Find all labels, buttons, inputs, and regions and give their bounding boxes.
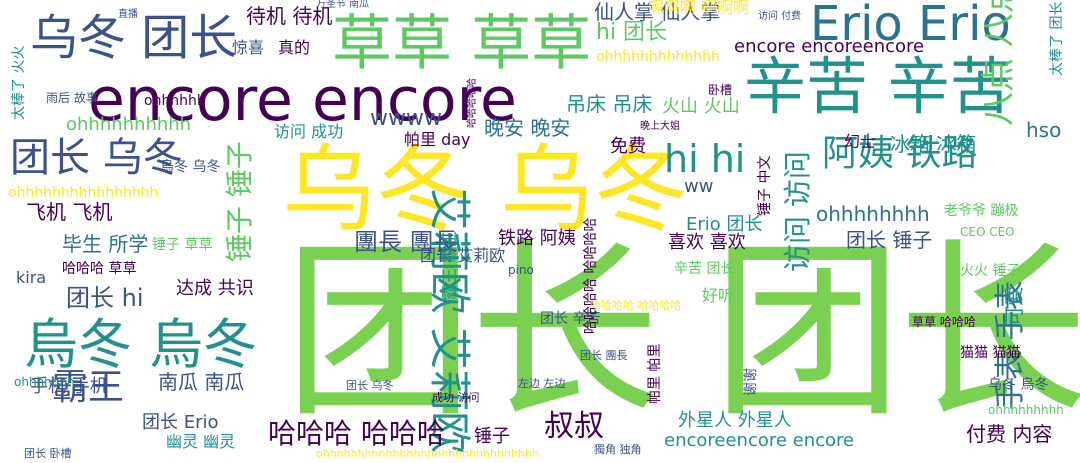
word: 乌冬 烏冬	[988, 377, 1049, 393]
word: 幽灵 幽灵	[166, 432, 236, 451]
word: 成功 访问	[432, 391, 480, 404]
word: 待机 待机	[246, 4, 333, 28]
word: 达成 共识	[176, 278, 254, 299]
word: ohhhhhhhhhhhhh	[596, 49, 720, 65]
word: Erio 团长	[686, 214, 763, 235]
word: 乌冬 团长	[30, 10, 238, 66]
word: 左边 左边	[518, 377, 566, 390]
word: 可爱	[1002, 286, 1026, 326]
word: Erio Erio	[810, 0, 1011, 52]
word: 外星人 外星人	[678, 410, 792, 431]
word: 好听	[702, 286, 735, 305]
word: 哈哈哈哈 哈哈哈哈	[583, 217, 599, 334]
word: 哈哈哈哈 哈哈哈哈	[590, 299, 682, 312]
word: 卧槽	[708, 83, 733, 97]
word: 锤子 锤子	[223, 141, 256, 262]
word: 吊床 吊床	[566, 92, 653, 116]
word: 草草 哈哈哈	[912, 315, 976, 329]
word: ohhhhhhh	[14, 375, 75, 389]
word: 团长 乌冬	[346, 379, 394, 392]
word: 飞机 飞机	[26, 200, 113, 224]
word: 访问 访问	[781, 151, 814, 272]
word: 访问 付费	[758, 11, 802, 22]
word: 霸王 霸王	[440, 230, 459, 300]
word: 幻士	[844, 132, 877, 151]
word: 仙人掌 仙人掌	[594, 0, 721, 24]
word: 霸王	[52, 367, 125, 408]
word: 铁路 阿姨	[498, 228, 576, 249]
word: 万圣节 南瓜	[316, 0, 370, 10]
word: 團長 團長	[354, 228, 458, 256]
word: 哈哈哈 草草	[62, 261, 137, 277]
word: 辛苦 辛苦	[744, 50, 1012, 123]
word: ohhhhhhhhhhhhhhhhhhhhhhhhhhhhhhh	[316, 447, 539, 460]
word: encore encore	[88, 65, 517, 135]
word: kira	[16, 268, 47, 287]
word: 南瓜 南瓜	[158, 370, 245, 394]
word: 锤子 草草	[152, 237, 213, 253]
word: 帕里 帕里	[647, 343, 663, 404]
word: hso	[1026, 118, 1062, 142]
word: 免费	[610, 136, 646, 157]
word: CEO CEO	[960, 225, 1015, 239]
word: pino	[508, 263, 534, 277]
word: 团长 hi	[66, 284, 144, 312]
word: 直播	[118, 9, 138, 20]
word: 喜欢 喜欢	[668, 232, 746, 253]
word: 太棒了 团长	[1049, 1, 1065, 76]
word: 老爷爷 蹦极	[944, 203, 1019, 219]
word: 锤子 中文	[757, 155, 773, 216]
word: 啊啊啊 啊啊啊	[648, 0, 750, 17]
word: ohhhhhhhh	[816, 202, 930, 226]
word: 火山 火山	[662, 96, 740, 117]
word: 团长 乌冬	[10, 135, 183, 181]
word: ohhhhhhhhhh	[66, 114, 192, 135]
word: encoreencore encore	[664, 430, 855, 451]
word: ohhhhhhhhhhhhhhhh	[8, 185, 159, 201]
word: 团长 團長	[580, 349, 628, 362]
word: wwww	[370, 106, 442, 131]
word: 草草 草草	[332, 9, 592, 79]
word: 晚安 晚安	[484, 116, 571, 140]
word: 獨角 独角	[594, 443, 642, 456]
word: hi 团长	[596, 20, 668, 45]
word: 锤子	[474, 426, 510, 447]
word: 真的	[278, 38, 311, 57]
word: 晚上大姐	[640, 121, 680, 132]
word: 团长 辛苦	[540, 311, 601, 327]
word: 帕里 day	[404, 130, 471, 149]
word: 谢谢	[743, 368, 759, 396]
word: 冰箱 冰箱	[890, 132, 977, 156]
word: 八点 八点	[979, 0, 1019, 126]
word: 太棒了 火火	[11, 45, 27, 120]
word: 团长 团长	[284, 222, 1080, 443]
word: encore encoreencore	[734, 36, 925, 57]
word: ww	[684, 176, 714, 197]
word: 团长 卧槽	[24, 447, 72, 460]
word: 哈哈哈 哈哈哈	[268, 417, 445, 450]
word: 哈哈哈哈哈	[467, 78, 478, 128]
word: 阿姨 铁路	[822, 133, 978, 174]
word: ohhhhhhhhh	[988, 403, 1064, 417]
word: 烏冬 烏冬	[24, 313, 258, 376]
word: 辛苦 团长	[674, 261, 735, 277]
word: 火火 锤子	[960, 263, 1021, 279]
word: 乌冬 乌冬	[282, 136, 688, 245]
word: 毕生 所学	[62, 232, 149, 256]
word: hi hi	[664, 137, 746, 181]
word: 访问 成功	[274, 122, 344, 141]
word: 惊喜	[232, 38, 265, 57]
word: 猫猫 猫猫	[960, 345, 1021, 361]
word: ohhhhhh	[144, 93, 206, 109]
word: 团长 Erio	[142, 412, 219, 433]
word: 烏冬 乌冬	[160, 159, 221, 175]
word: 团长 锤子	[846, 228, 933, 252]
word: 雨后 故事	[46, 91, 98, 105]
word: 团长 艾莉欧	[420, 246, 506, 265]
word: 叔叔	[544, 409, 604, 444]
word: 手机 手机	[30, 376, 108, 397]
word: 付费 内容	[966, 422, 1053, 446]
